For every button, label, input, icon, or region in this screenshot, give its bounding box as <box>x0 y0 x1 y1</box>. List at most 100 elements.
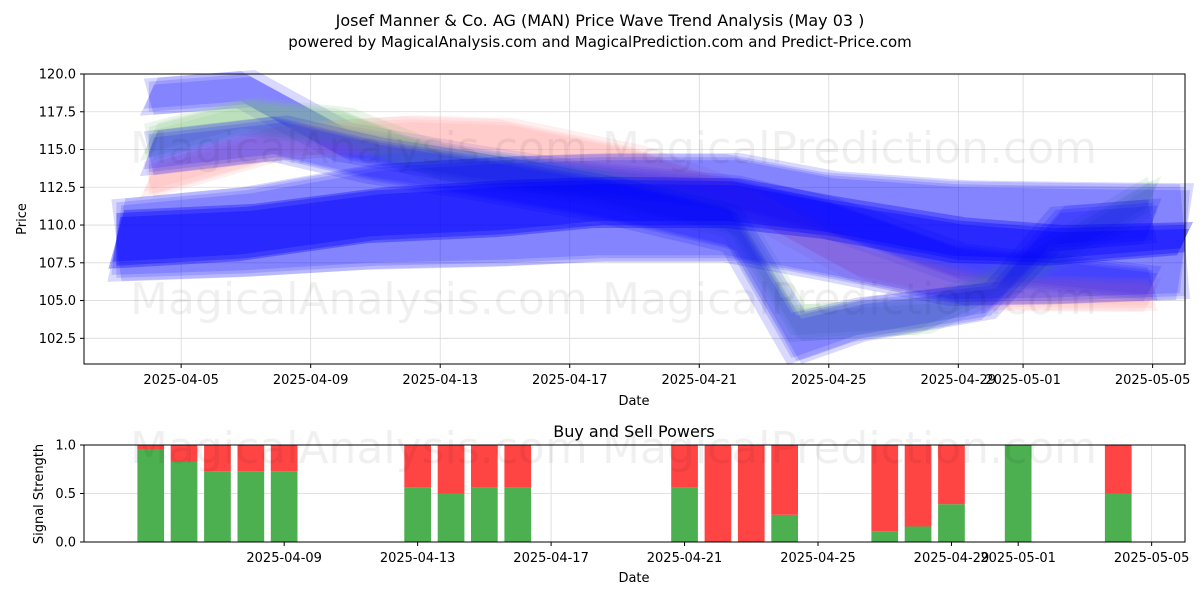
price-y-tick-label: 105.0 <box>39 294 76 309</box>
buy-bar <box>204 471 231 542</box>
chart-title: Josef Manner & Co. AG (MAN) Price Wave T… <box>335 11 865 30</box>
band-layer-early-wave-red-2 <box>143 116 1158 312</box>
sell-bar <box>137 445 165 450</box>
sell-bar <box>204 445 231 472</box>
watermark-analysis-top: MagicalAnalysis.com <box>130 123 588 174</box>
signal-x-tick-label: 2025-04-09 <box>246 551 322 566</box>
band-layer-drop-wave-blue-3 <box>139 115 1162 365</box>
signal-chart-x-label: Date <box>618 571 649 586</box>
band-layer-main-blue-band-wide-1 <box>111 160 1190 300</box>
band-layer-drop-wave-blue-1 <box>143 122 1158 358</box>
price-x-tick-label: 2025-04-25 <box>791 373 867 388</box>
price-x-tick-label: 2025-04-29 <box>921 373 997 388</box>
band-layer-early-wave-red-0 <box>148 119 1153 309</box>
buy-bar <box>904 526 932 542</box>
buy-bar <box>671 487 698 542</box>
sell-bar <box>704 445 732 542</box>
price-y-tick-label: 102.5 <box>39 332 76 347</box>
watermark-prediction-signal: MagicalPrediction.com <box>602 423 1097 474</box>
band-layer-drop-wave-blue-0 <box>148 119 1153 361</box>
signal-y-tick-label: 0.0 <box>55 536 76 551</box>
price-x-tick-label: 2025-05-05 <box>1115 373 1191 388</box>
price-chart-bands <box>107 70 1194 365</box>
buy-bar <box>137 449 165 542</box>
band-layer-early-wave-red-1 <box>143 122 1158 306</box>
buy-bar <box>1104 493 1132 542</box>
buy-bar <box>771 514 798 542</box>
band-layer-main-blue-band-wide-0 <box>116 157 1185 303</box>
band-early-wave-red <box>139 115 1162 313</box>
price-chart-y-label: Price <box>15 203 30 235</box>
price-y-tick-label: 110.0 <box>39 219 76 234</box>
sell-bar <box>270 445 298 472</box>
sell-bar <box>904 445 932 527</box>
sell-bar <box>437 445 465 494</box>
price-chart-watermarks: MagicalAnalysis.com MagicalPrediction.co… <box>130 123 1097 325</box>
price-x-tick-label: 2025-04-09 <box>273 373 349 388</box>
signal-x-tick-label: 2025-04-21 <box>647 551 723 566</box>
sell-bar <box>871 445 899 532</box>
signal-x-tick-label: 2025-04-29 <box>914 551 990 566</box>
watermark-analysis-bottom: MagicalAnalysis.com <box>130 274 588 325</box>
price-chart-x-ticks: 2025-04-05 2025-04-09 2025-04-13 2025-04-17… <box>143 364 1190 388</box>
price-y-tick-label: 112.5 <box>39 181 76 196</box>
price-y-tick-label: 120.0 <box>39 68 76 83</box>
sell-bar <box>504 445 532 488</box>
buy-bar <box>437 493 465 542</box>
price-x-tick-label: 2025-04-21 <box>661 373 737 388</box>
band-layer-main-blue-band-core-1 <box>112 183 1189 262</box>
sell-bar <box>170 445 198 462</box>
price-chart-x-label: Date <box>618 394 649 409</box>
signal-chart-title: Buy and Sell Powers <box>553 422 715 441</box>
price-x-tick-label: 2025-04-13 <box>402 373 478 388</box>
signal-chart-watermarks: MagicalAnalysis.com MagicalPrediction.co… <box>130 423 1097 474</box>
band-layer-main-blue-band-wide-2 <box>111 154 1190 306</box>
signal-x-tick-label: 2025-04-17 <box>513 551 589 566</box>
band-layer-main-blue-band-core-2 <box>108 176 1193 269</box>
sell-bar <box>771 445 798 515</box>
watermark-prediction-top: MagicalPrediction.com <box>602 123 1097 174</box>
buy-bar <box>871 531 899 542</box>
buy-bar <box>270 471 298 542</box>
price-y-tick-label: 115.0 <box>39 143 76 158</box>
price-x-tick-label: 2025-04-17 <box>532 373 608 388</box>
band-early-wave-violet <box>139 70 1162 302</box>
band-layer-early-wave-violet-3 <box>139 70 1162 302</box>
band-layer-early-wave-green-2 <box>143 98 1158 342</box>
signal-x-tick-label: 2025-04-25 <box>780 551 856 566</box>
price-chart: MagicalAnalysis.com MagicalPrediction.co… <box>15 68 1194 409</box>
signal-x-tick-label: 2025-05-05 <box>1114 551 1190 566</box>
signal-y-tick-label: 1.0 <box>55 439 76 454</box>
signal-chart-x-ticks: 2025-04-09 2025-04-13 2025-04-17 2025-04-21… <box>246 542 1189 566</box>
band-layer-early-wave-red-3 <box>139 115 1162 313</box>
buy-bar <box>170 461 198 542</box>
sell-bar <box>671 445 698 488</box>
price-x-tick-label: 2025-05-01 <box>985 373 1061 388</box>
signal-chart-bars <box>137 445 1132 542</box>
price-x-tick-label: 2025-04-05 <box>143 373 219 388</box>
sell-bar <box>237 445 265 472</box>
buy-bar <box>938 504 965 542</box>
buy-bar <box>471 487 498 542</box>
signal-chart-y-label: Signal Strength <box>32 444 47 544</box>
price-chart-y-ticks: 102.5 105.0 107.5 110.0 112.5 115.0 117.5 120.0 <box>39 68 84 347</box>
signal-x-tick-label: 2025-04-13 <box>380 551 456 566</box>
price-y-tick-label: 107.5 <box>39 256 76 271</box>
band-layer-early-wave-violet-1 <box>143 77 1158 295</box>
buy-bar <box>404 487 431 542</box>
chart-subtitle: powered by MagicalAnalysis.com and Magic… <box>288 33 912 51</box>
band-layer-early-wave-green-3 <box>139 97 1162 343</box>
sell-bar <box>1104 445 1132 494</box>
signal-chart-y-ticks: 0.0 0.5 1.0 <box>55 439 84 551</box>
sell-bar <box>471 445 498 488</box>
band-layer-main-blue-band-wide-3 <box>107 153 1194 307</box>
signal-chart: Buy and Sell Powers MagicalAnalysis.com … <box>32 422 1189 586</box>
band-main-blue-band-wide <box>107 153 1194 307</box>
watermark-analysis-signal: MagicalAnalysis.com <box>130 423 588 474</box>
band-layer-main-blue-band-core-0 <box>116 179 1185 266</box>
signal-y-tick-label: 0.5 <box>55 487 76 502</box>
sell-bar <box>737 445 765 542</box>
sell-bar <box>938 445 965 505</box>
watermark-prediction-bottom: MagicalPrediction.com <box>602 274 1097 325</box>
